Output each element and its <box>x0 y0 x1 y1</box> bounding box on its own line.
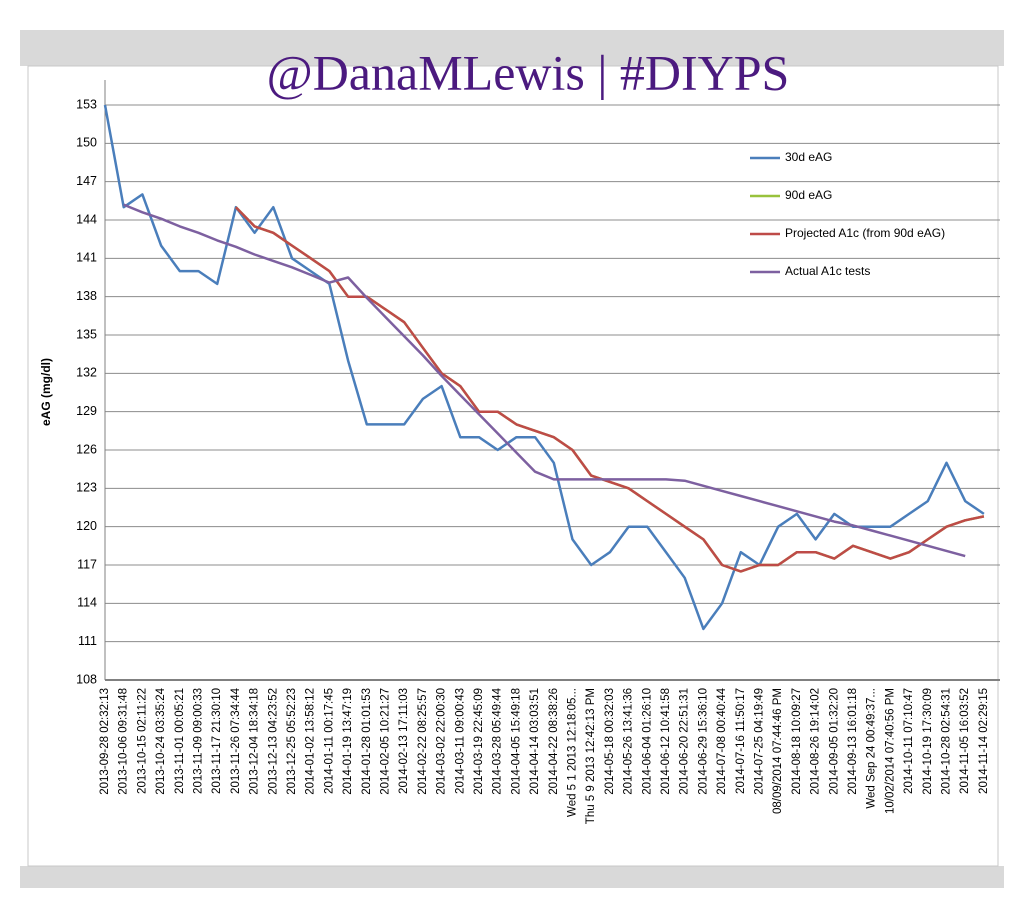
x-tick-label: 2014-09-05 01:32:20 <box>828 688 840 795</box>
y-tick-label: 126 <box>76 442 97 456</box>
legend-label: Actual A1c tests <box>785 264 870 278</box>
x-tick-label: 2014-10-11 07:10:47 <box>903 688 915 794</box>
y-tick-label: 120 <box>76 519 97 533</box>
series-line <box>123 203 966 558</box>
y-tick-label: 117 <box>77 557 97 571</box>
x-tick-label: 2014-06-29 15:36:10 <box>697 688 709 795</box>
y-tick-label: 135 <box>76 327 97 341</box>
y-tick-label: 129 <box>76 404 97 418</box>
x-tick-label: 2014-11-14 02:29:15 <box>978 688 990 794</box>
x-tick-label: 2014-09-13 16:01:18 <box>847 688 859 795</box>
y-axis-label: eAG (mg/dl) <box>39 358 53 426</box>
x-tick-label: 2013-10-06 09:31:48 <box>118 688 130 795</box>
x-tick-label: Wed Sep 24 00:49:37... <box>866 688 878 809</box>
x-tick-label: 2014-04-14 03:03:51 <box>529 688 541 795</box>
x-tick-label: 2013-11-26 07:34:44 <box>230 687 242 794</box>
bottom-bar <box>20 866 1004 888</box>
x-tick-label: 2014-06-04 01:26:10 <box>641 688 653 795</box>
y-tick-label: 111 <box>78 634 97 648</box>
x-tick-label: 2013-12-25 05:52:23 <box>286 688 298 795</box>
x-tick-label: 2014-11-05 16:03:52 <box>959 688 971 794</box>
series-line <box>235 206 985 573</box>
y-tick-label: 108 <box>76 672 97 686</box>
x-tick-label: 2014-07-25 04:19:49 <box>754 688 766 795</box>
x-tick-label: 2014-10-19 17:30:09 <box>922 688 934 795</box>
x-tick-label: 2013-11-17 21:30:10 <box>211 688 223 794</box>
x-tick-label: 2014-05-18 00:32:03 <box>604 688 616 795</box>
x-tick-label: 2013-12-04 18:34:18 <box>249 688 261 795</box>
y-tick-label: 138 <box>76 289 97 303</box>
legend-label: 90d eAG <box>785 188 832 202</box>
legend-label: Projected A1c (from 90d eAG) <box>785 226 945 240</box>
x-tick-label: 2013-10-24 03:35:24 <box>155 687 167 794</box>
x-tick-label: 08/09/2014 07:44:46 PM <box>772 688 784 814</box>
x-tick-label: 2014-04-22 08:38:26 <box>548 688 560 795</box>
x-tick-label: 2014-03-11 09:00:43 <box>454 688 466 794</box>
x-tick-label: 2014-01-02 13:58:12 <box>305 688 317 795</box>
x-tick-label: 2014-08-26 19:14:02 <box>810 688 822 795</box>
chart-title: @DanaMLewis | #DIYPS <box>267 44 790 100</box>
x-tick-label: 2014-08-18 10:09:27 <box>791 688 803 795</box>
y-tick-label: 144 <box>76 212 97 226</box>
x-tick-label: 2014-07-08 00:40:44 <box>716 687 728 794</box>
x-tick-label: 2014-06-20 22:51:31 <box>679 688 691 795</box>
x-tick-label: 2014-02-22 08:25:57 <box>417 688 429 795</box>
x-tick-label: 2014-05-26 13:41:36 <box>623 688 635 795</box>
x-tick-label: 2014-07-16 11:50:17 <box>735 688 747 794</box>
x-tick-label: 2014-02-13 17:11:03 <box>398 688 410 794</box>
series-line <box>103 104 985 631</box>
y-tick-label: 123 <box>76 481 97 495</box>
x-tick-label: 2014-01-28 01:01:53 <box>361 688 373 795</box>
x-tick-label: 2014-01-19 13:47:19 <box>342 688 354 795</box>
y-tick-label: 147 <box>76 174 97 188</box>
x-tick-label: 2014-01-11 00:17:45 <box>323 688 335 794</box>
x-tick-label: 2014-03-02 22:00:30 <box>436 688 448 795</box>
x-tick-label: 10/02/2014 07:40:56 PM <box>884 688 896 814</box>
x-tick-label: 2014-03-28 05:49:44 <box>492 687 504 794</box>
y-tick-label: 153 <box>76 97 97 111</box>
legend-label: 30d eAG <box>785 150 832 164</box>
x-tick-label: 2013-11-01 00:05:21 <box>174 688 186 794</box>
chart-frame <box>27 65 999 867</box>
x-tick-label: 2014-02-05 10:21:27 <box>380 688 392 795</box>
x-tick-label: Thu 5 9 2013 12:42:13 PM <box>585 688 597 824</box>
x-tick-label: 2014-10-28 02:54:31 <box>941 688 953 795</box>
x-tick-label: 2014-04-05 15:49:18 <box>510 688 522 795</box>
y-tick-label: 141 <box>76 251 97 265</box>
y-tick-label: 132 <box>76 366 97 380</box>
x-tick-label: Wed 5 1 2013 12:18:05... <box>567 688 579 817</box>
top-bar <box>20 30 1004 66</box>
y-tick-label: 150 <box>76 136 97 150</box>
x-tick-label: 2013-09-28 02:32:13 <box>99 688 111 795</box>
x-tick-label: 2014-03-19 22:45:09 <box>473 688 485 795</box>
x-tick-label: 2013-12-13 04:23:52 <box>267 688 279 795</box>
x-tick-label: 2014-06-12 10:41:58 <box>660 688 672 795</box>
y-tick-label: 114 <box>77 596 97 610</box>
x-tick-label: 2013-10-15 02:11:22 <box>136 688 148 794</box>
x-tick-label: 2013-11-09 09:00:33 <box>193 688 205 794</box>
